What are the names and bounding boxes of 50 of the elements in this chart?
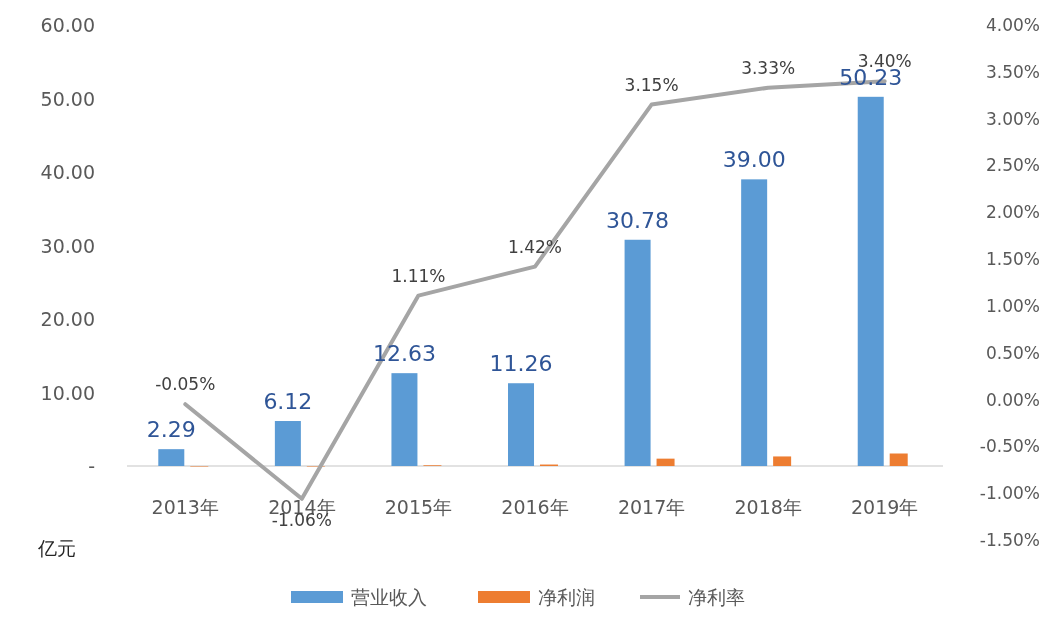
x-tick-label: 2013年 — [151, 496, 219, 518]
y2-tick-label: 0.50% — [985, 342, 1040, 363]
y2-tick-label: -1.50% — [979, 530, 1040, 550]
bar — [624, 239, 651, 466]
bar — [857, 96, 884, 466]
x-tick-label: 2017年 — [617, 496, 686, 518]
bar — [889, 453, 908, 466]
y-tick-label: 10.00 — [40, 381, 95, 404]
bar — [158, 449, 185, 466]
y-tick-label: 60.00 — [40, 14, 95, 36]
bar — [656, 458, 675, 466]
legend-label: 净利润 — [538, 586, 595, 608]
x-tick-label: 2016年 — [501, 496, 569, 518]
y2-tick-label: -1.00% — [979, 483, 1040, 504]
bar — [741, 179, 768, 466]
y-tick-label: - — [88, 455, 95, 477]
y-tick-label: 50.00 — [40, 87, 95, 110]
data-label: 3.33% — [741, 57, 796, 78]
y2-tick-label: -0.50% — [979, 436, 1040, 457]
data-label: 3.15% — [624, 74, 679, 95]
y-axis-title: 亿元 — [37, 537, 76, 559]
data-label: 11.26 — [489, 351, 553, 377]
y2-tick-label: 4.00% — [985, 15, 1040, 35]
y2-tick-label: 3.50% — [985, 61, 1040, 82]
y2-tick-label: 2.00% — [985, 202, 1040, 223]
y2-tick-label: 1.00% — [985, 295, 1040, 316]
legend-label: 营业收入 — [351, 586, 427, 608]
bar — [773, 456, 792, 466]
data-label: 12.63 — [372, 341, 436, 367]
data-label: 2.29 — [146, 417, 196, 443]
y-tick-label: 20.00 — [40, 308, 95, 330]
y2-tick-label: 2.50% — [985, 155, 1040, 176]
x-tick-label: 2019年 — [851, 496, 919, 518]
x-tick-label: 2018年 — [734, 496, 802, 518]
data-label: 30.78 — [606, 207, 670, 233]
data-label: 1.11% — [391, 265, 446, 286]
y-tick-label: 30.00 — [40, 234, 95, 257]
data-label: 6.12 — [263, 389, 313, 415]
bar — [508, 383, 535, 466]
y-tick-label: 40.00 — [40, 161, 95, 183]
y2-tick-label: 0.00% — [985, 389, 1040, 410]
legend-label: 净利率 — [688, 586, 745, 608]
data-label: 1.42% — [507, 236, 563, 257]
y2-tick-label: 1.50% — [985, 249, 1040, 270]
data-label: -0.05% — [155, 374, 216, 395]
bar — [274, 421, 301, 466]
data-label: 39.00 — [722, 147, 786, 173]
x-tick-label: 2015年 — [384, 496, 453, 518]
y2-tick-label: 3.00% — [985, 108, 1040, 129]
bar — [391, 373, 418, 466]
